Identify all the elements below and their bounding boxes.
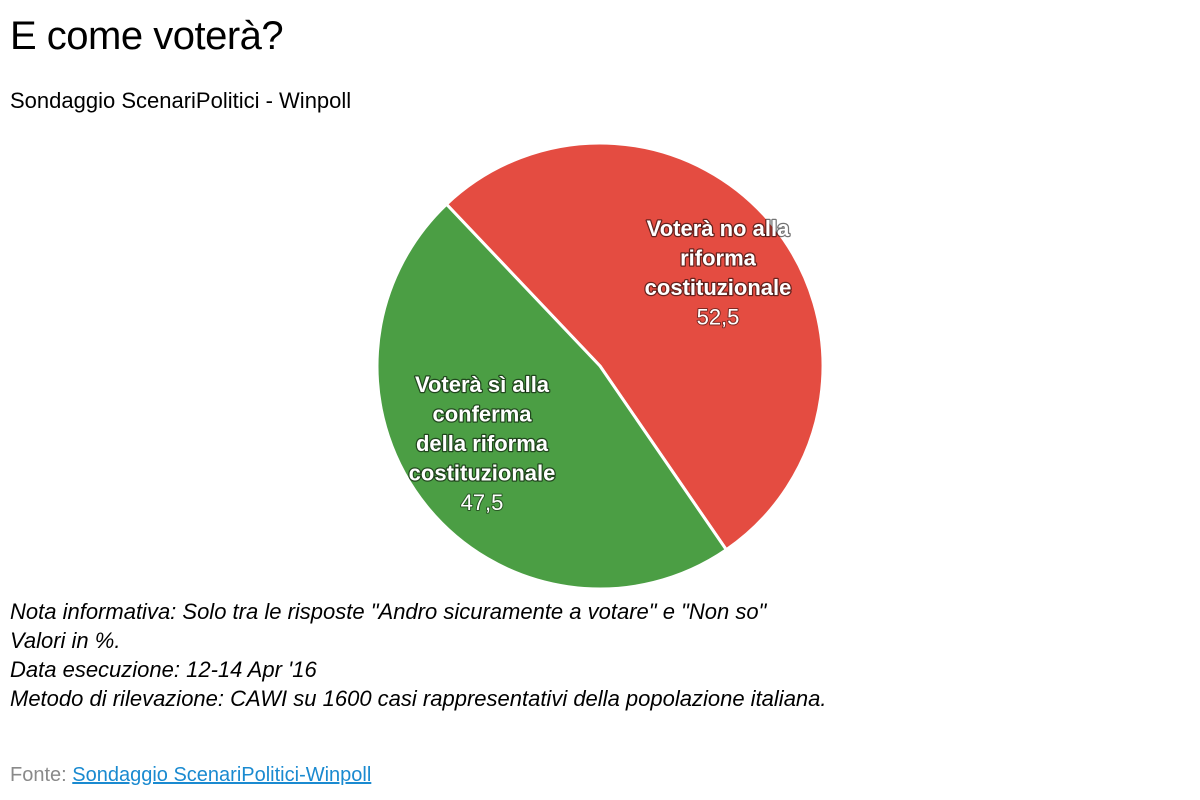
- slice-label-line: della riforma: [416, 431, 549, 456]
- note-method: Metodo di rilevazione: CAWI su 1600 casi…: [10, 686, 827, 711]
- chart-title: E come voterà?: [10, 14, 284, 58]
- slice-label-line: Voterà no alla: [647, 216, 790, 241]
- slice-label-line: Voterà sì alla: [415, 372, 550, 397]
- source-link[interactable]: Sondaggio ScenariPolitici-Winpoll: [72, 764, 372, 786]
- slice-label-1: Voterà sì alla conferma della riforma costi…: [409, 372, 556, 515]
- slice-label-line: costituzionale: [409, 461, 556, 486]
- chart-subtitle: Sondaggio ScenariPolitici - Winpoll: [10, 88, 352, 113]
- note-info: Nota informativa: Solo tra le risposte "…: [10, 599, 767, 624]
- slice-label-line: conferma: [432, 402, 532, 427]
- slice-value-label: 52,5: [697, 305, 740, 330]
- note-date: Data esecuzione: 12-14 Apr '16: [10, 657, 317, 682]
- note-units: Valori in %.: [10, 628, 121, 653]
- slice-value-label: 47,5: [461, 490, 504, 515]
- source-prefix: Fonte:: [10, 764, 73, 786]
- pie-slice-0: [445, 141, 825, 552]
- slice-label-0: Voterà no alla riforma costituzionale 52,5: [645, 216, 792, 330]
- slice-label-line: riforma: [680, 246, 757, 271]
- source-line: Fonte: Sondaggio ScenariPolitici-Winpoll: [10, 764, 371, 787]
- pie-slices: [375, 141, 825, 591]
- slice-label-line: costituzionale: [645, 275, 792, 300]
- pie-slice-1: [375, 202, 728, 591]
- chart-notes: Nota informativa: Solo tra le risposte "…: [10, 597, 827, 713]
- pie-labels: Voterà no alla riforma costituzionale 52,5V…: [407, 215, 792, 516]
